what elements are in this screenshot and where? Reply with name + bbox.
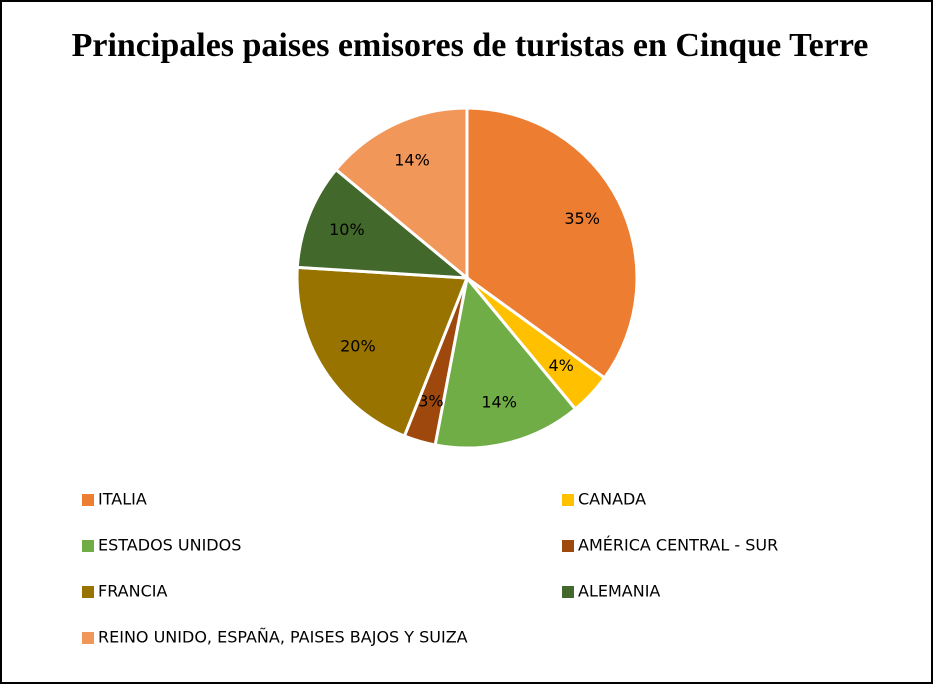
pie-slice: [465, 106, 639, 381]
legend-label: ITALIA: [98, 490, 147, 509]
data-label: 3%: [418, 392, 443, 411]
legend-label: ALEMANIA: [578, 582, 660, 601]
legend-label: REINO UNIDO, ESPAÑA, PAISES BAJOS Y SUIZ…: [98, 628, 468, 647]
pie-slice: [433, 274, 578, 450]
data-label: 20%: [340, 337, 376, 356]
pie-slice: [295, 265, 470, 439]
legend-label: FRANCIA: [98, 582, 167, 601]
data-label: 4%: [548, 356, 573, 375]
pie-slice: [333, 106, 469, 282]
data-label: 35%: [564, 209, 600, 228]
legend-swatch: [82, 586, 94, 598]
legend-swatch: [562, 540, 574, 552]
legend-label: ESTADOS UNIDOS: [98, 536, 241, 555]
legend-swatch: [82, 494, 94, 506]
legend-label: AMÉRICA CENTRAL - SUR: [578, 536, 778, 555]
data-label: 14%: [481, 393, 517, 412]
data-label: 14%: [394, 151, 430, 170]
pie-slice: [295, 167, 472, 280]
legend-label: CANADA: [578, 490, 646, 509]
legend-swatch: [82, 632, 94, 644]
legend-swatch: [562, 586, 574, 598]
data-label: 10%: [329, 220, 365, 239]
legend-swatch: [82, 540, 94, 552]
legend-swatch: [562, 494, 574, 506]
chart-title: Principales paises emisores de turistas …: [72, 27, 869, 64]
